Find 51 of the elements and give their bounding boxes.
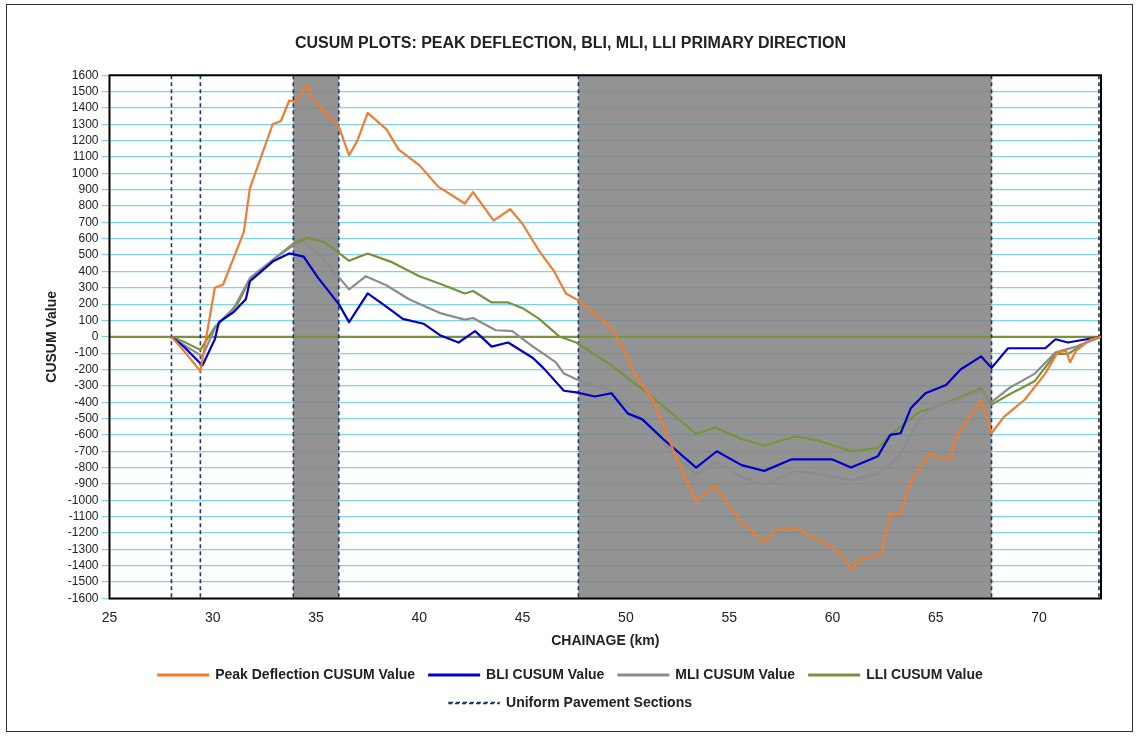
y-tick-label: -1100 <box>68 508 99 523</box>
y-axis-title: CUSUM Value <box>43 290 60 383</box>
legend-label: Uniform Pavement Sections <box>506 693 693 710</box>
y-tick-label: -800 <box>74 459 99 474</box>
y-tick-label: 1600 <box>71 67 99 82</box>
y-tick-label: 800 <box>78 198 99 213</box>
y-tick-label: 600 <box>78 231 99 246</box>
x-tick-label: 65 <box>927 608 944 625</box>
y-tick-label: 200 <box>78 296 99 311</box>
y-tick-label: -1400 <box>67 558 99 573</box>
chart-title: CUSUM PLOTS: PEAK DEFLECTION, BLI, MLI, LLI PRIMARY DIRECTION <box>294 34 847 52</box>
y-tick-label: -300 <box>74 378 99 393</box>
y-tick-label: 1100 <box>72 149 99 164</box>
y-tick-label: -500 <box>74 410 99 425</box>
y-tick-label: -1000 <box>67 492 99 507</box>
y-tick-label: 400 <box>78 263 99 278</box>
x-axis-title: CHAINAGE (km) <box>551 632 660 649</box>
y-tick-label: -400 <box>74 394 99 409</box>
y-tick-label: 900 <box>78 181 99 196</box>
x-tick-label: 35 <box>308 608 325 625</box>
x-tick-label: 40 <box>411 608 428 625</box>
y-tick-label: -700 <box>74 443 99 458</box>
x-tick-label: 25 <box>101 608 118 625</box>
x-tick-label: 55 <box>721 608 738 625</box>
legend-label: LLI CUSUM Value <box>866 665 984 682</box>
legend-label: MLI CUSUM Value <box>675 665 796 682</box>
y-tick-label: 1000 <box>71 165 99 180</box>
y-tick-label: -1600 <box>67 590 99 605</box>
y-tick-label: -900 <box>74 476 99 491</box>
legend-label: BLI CUSUM Value <box>486 665 605 682</box>
y-tick-label: -200 <box>74 361 99 376</box>
x-tick-label: 60 <box>824 608 841 625</box>
y-tick-label: 1300 <box>71 116 99 131</box>
y-tick-label: -1200 <box>67 525 99 540</box>
y-tick-label: -1300 <box>67 541 99 556</box>
y-tick-label: 700 <box>78 214 99 229</box>
y-tick-label: 100 <box>78 312 99 327</box>
y-tick-label: 1500 <box>71 83 99 98</box>
y-tick-label: -100 <box>74 345 99 360</box>
x-tick-label: 50 <box>618 608 634 625</box>
x-tick-label: 45 <box>514 608 531 625</box>
y-tick-label: 1200 <box>71 132 99 147</box>
y-tick-label: 300 <box>78 280 99 295</box>
y-tick-label: 1400 <box>71 100 99 115</box>
x-tick-label: 30 <box>204 608 221 625</box>
y-tick-label: -1500 <box>67 574 99 589</box>
y-tick-label: 500 <box>78 247 99 262</box>
y-tick-label: -600 <box>74 427 99 442</box>
legend-label: Peak Deflection CUSUM Value <box>215 665 416 682</box>
x-tick-label: 70 <box>1031 608 1048 625</box>
y-tick-label: 0 <box>91 329 99 344</box>
